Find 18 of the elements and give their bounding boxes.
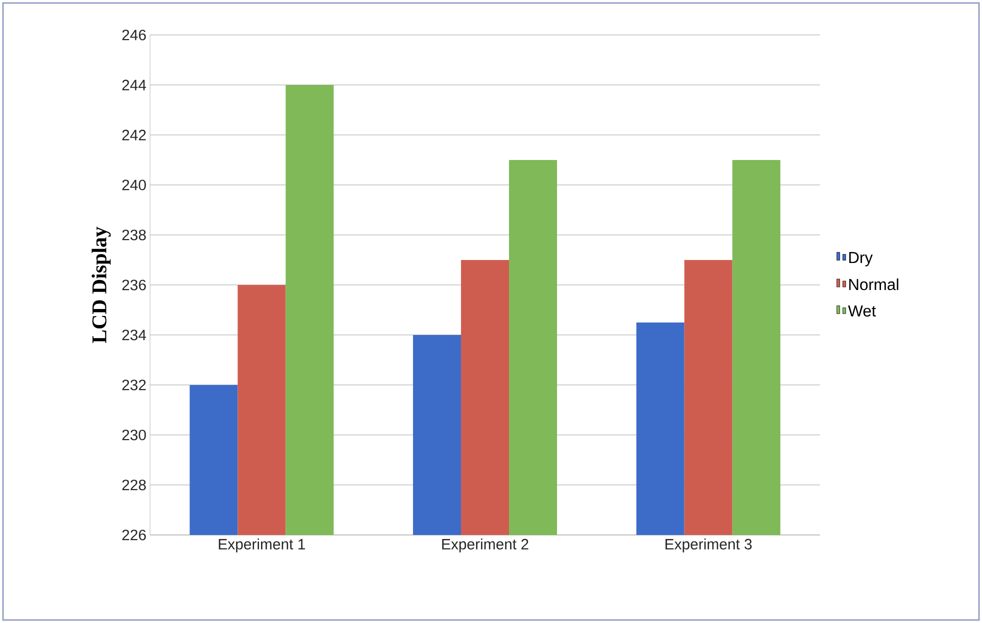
y-tick-label: 244 — [122, 80, 146, 90]
x-tick-label: Experiment 1 — [218, 538, 305, 552]
legend-label: Wet — [848, 305, 876, 317]
y-tick-label: 238 — [122, 230, 146, 240]
y-axis-title: LCD Display — [92, 226, 111, 344]
y-tick-label: 230 — [122, 430, 146, 440]
x-tick-label: Experiment 3 — [666, 538, 752, 552]
y-tick-label: 242 — [122, 130, 146, 140]
x-tick-label: Experiment 2 — [442, 538, 528, 552]
y-tick-label: 246 — [122, 30, 146, 40]
y-tick-label: 236 — [122, 280, 146, 290]
legend-label: Dry — [849, 252, 873, 266]
y-tick-label: 226 — [122, 530, 146, 540]
y-tick-label: 232 — [122, 380, 146, 390]
y-tick-label: 234 — [122, 330, 146, 340]
legend-label: Normal — [849, 278, 898, 290]
y-tick-label: 240 — [122, 180, 146, 190]
y-tick-label: 228 — [122, 480, 146, 490]
